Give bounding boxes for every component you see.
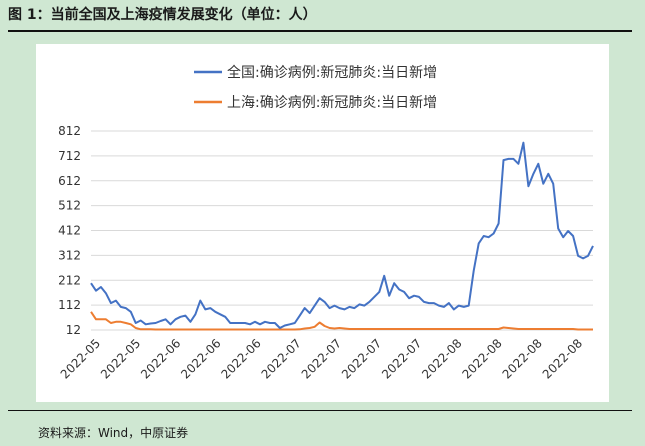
top-rule — [8, 30, 632, 32]
x-tick-label: 2022-07 — [379, 336, 424, 381]
x-axis-ticks: 2022-052022-052022-062022-062022-062022-… — [58, 336, 585, 381]
x-tick-label: 2022-08 — [419, 336, 464, 381]
chart-panel: 12 112 212 312 412 512 612 712 812 2022-05 2022-0… — [36, 44, 609, 402]
y-tick-label: 312 — [58, 248, 81, 262]
y-tick-label: 812 — [58, 124, 81, 138]
y-tick-label: 512 — [58, 199, 81, 213]
series-lines — [90, 141, 594, 331]
series-line-0 — [90, 141, 594, 329]
y-tick-label: 12 — [66, 323, 81, 337]
y-tick-label: 712 — [58, 149, 81, 163]
y-tick-label: 112 — [58, 298, 81, 312]
legend-label-0: 全国:确诊病例:新冠肺炎:当日新增 — [227, 64, 437, 81]
x-tick-label: 2022-08 — [540, 336, 585, 381]
y-tick-label: 612 — [58, 174, 81, 188]
x-tick-label: 2022-06 — [178, 336, 223, 381]
source-note: 资料来源：Wind，中原证券 — [38, 426, 189, 440]
x-tick-label: 2022-07 — [259, 336, 304, 381]
x-tick-label: 2022-05 — [98, 336, 143, 381]
x-tick-label: 2022-05 — [58, 336, 103, 381]
x-tick-label: 2022-07 — [299, 336, 344, 381]
x-tick-label: 2022-07 — [339, 336, 384, 381]
y-tick-label: 212 — [58, 273, 81, 287]
grid-lines — [91, 130, 593, 331]
legend-label-1: 上海:确诊病例:新冠肺炎:当日新增 — [227, 95, 437, 111]
series-line-1 — [90, 311, 593, 331]
y-tick-label: 412 — [58, 224, 81, 238]
x-tick-label: 2022-06 — [218, 336, 263, 381]
x-tick-label: 2022-06 — [138, 336, 183, 381]
x-tick-label: 2022-08 — [500, 336, 545, 381]
bottom-rule — [8, 410, 632, 411]
y-axis-ticks: 12 112 212 312 412 512 612 712 812 — [58, 124, 81, 337]
figure-title: 图 1：当前全国及上海疫情发展变化（单位：人） — [8, 7, 317, 23]
x-tick-label: 2022-08 — [459, 336, 504, 381]
